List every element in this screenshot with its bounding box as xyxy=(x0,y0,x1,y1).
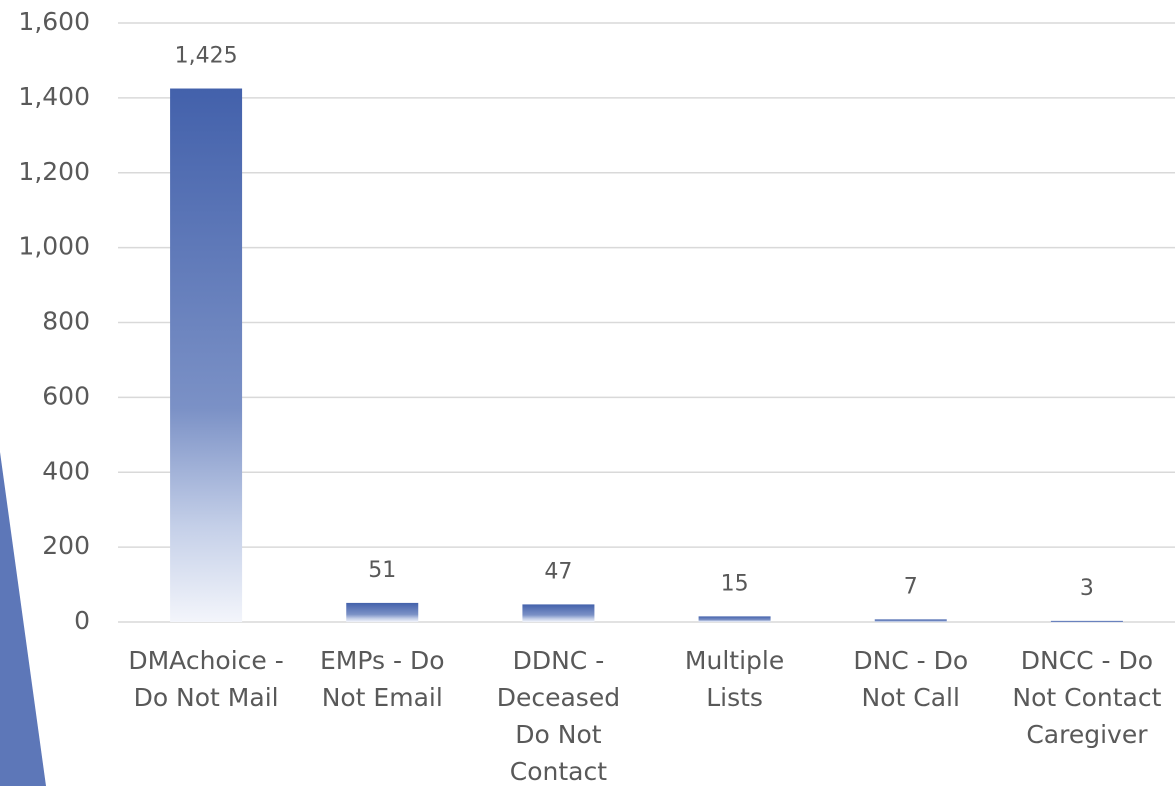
decoration xyxy=(0,452,46,786)
y-tick-label: 400 xyxy=(42,456,90,485)
y-tick-label: 1,600 xyxy=(18,7,90,36)
y-tick-label: 0 xyxy=(74,606,90,635)
data-label: 47 xyxy=(544,559,572,584)
data-label: 7 xyxy=(904,574,918,599)
data-label: 1,425 xyxy=(175,44,238,69)
y-tick-label: 600 xyxy=(42,381,90,410)
bar xyxy=(1050,620,1123,623)
bar xyxy=(346,602,419,622)
y-tick-label: 1,200 xyxy=(18,157,90,186)
x-tick-label: DDNC -Deceased Do Not Contact xyxy=(497,646,620,786)
y-tick-label: 1,400 xyxy=(18,82,90,111)
y-tick-label: 200 xyxy=(42,531,90,560)
data-label: 51 xyxy=(368,558,396,583)
x-tick-label: DMAchoice -Do Not Mail xyxy=(128,646,283,712)
y-tick-label: 800 xyxy=(42,307,90,336)
data-label: 3 xyxy=(1080,576,1094,601)
x-tick-label: DNCC - Do Not Contact Caregiver xyxy=(1012,646,1161,749)
bar xyxy=(522,604,595,622)
bar xyxy=(170,88,243,622)
bar xyxy=(874,619,947,622)
x-tick-label: EMPs - Do Not Email xyxy=(320,646,445,712)
x-tick-label: Multiple Lists xyxy=(685,646,784,712)
bar xyxy=(698,616,771,622)
x-tick-label: DNC - Do Not Call xyxy=(853,646,968,712)
data-label: 15 xyxy=(721,571,749,596)
y-tick-label: 1,000 xyxy=(18,232,90,261)
